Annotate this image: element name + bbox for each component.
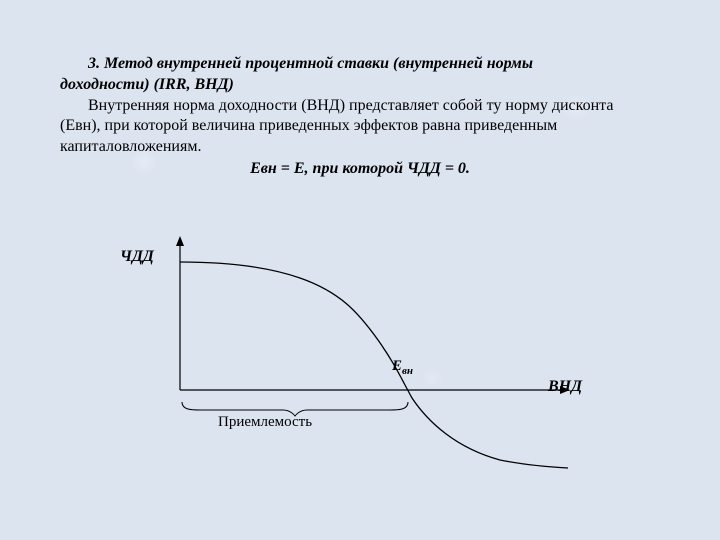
title-line-2: доходности) (IRR, ВНД) (60, 75, 660, 96)
formula: Евн = Е, при которой ЧДД = 0. (60, 160, 660, 178)
body-line-1: Внутренняя норма доходности (ВНД) предст… (60, 96, 660, 117)
title-line-1: 3. Метод внутренней процентной ставки (в… (60, 54, 660, 75)
body-line-2: (Евн), при которой величина приведенных … (60, 116, 660, 137)
text-block: 3. Метод внутренней процентной ставки (в… (0, 0, 720, 178)
chart-svg (120, 230, 590, 490)
irr-chart: ЧДД ВНД Евн Приемлемость (120, 230, 590, 490)
x-axis-label: ВНД (548, 378, 582, 396)
range-label: Приемлемость (218, 414, 312, 431)
body-line-3: капиталовложениям. (60, 137, 660, 158)
intercept-label: Евн (392, 358, 413, 377)
y-axis-label: ЧДД (120, 248, 154, 266)
